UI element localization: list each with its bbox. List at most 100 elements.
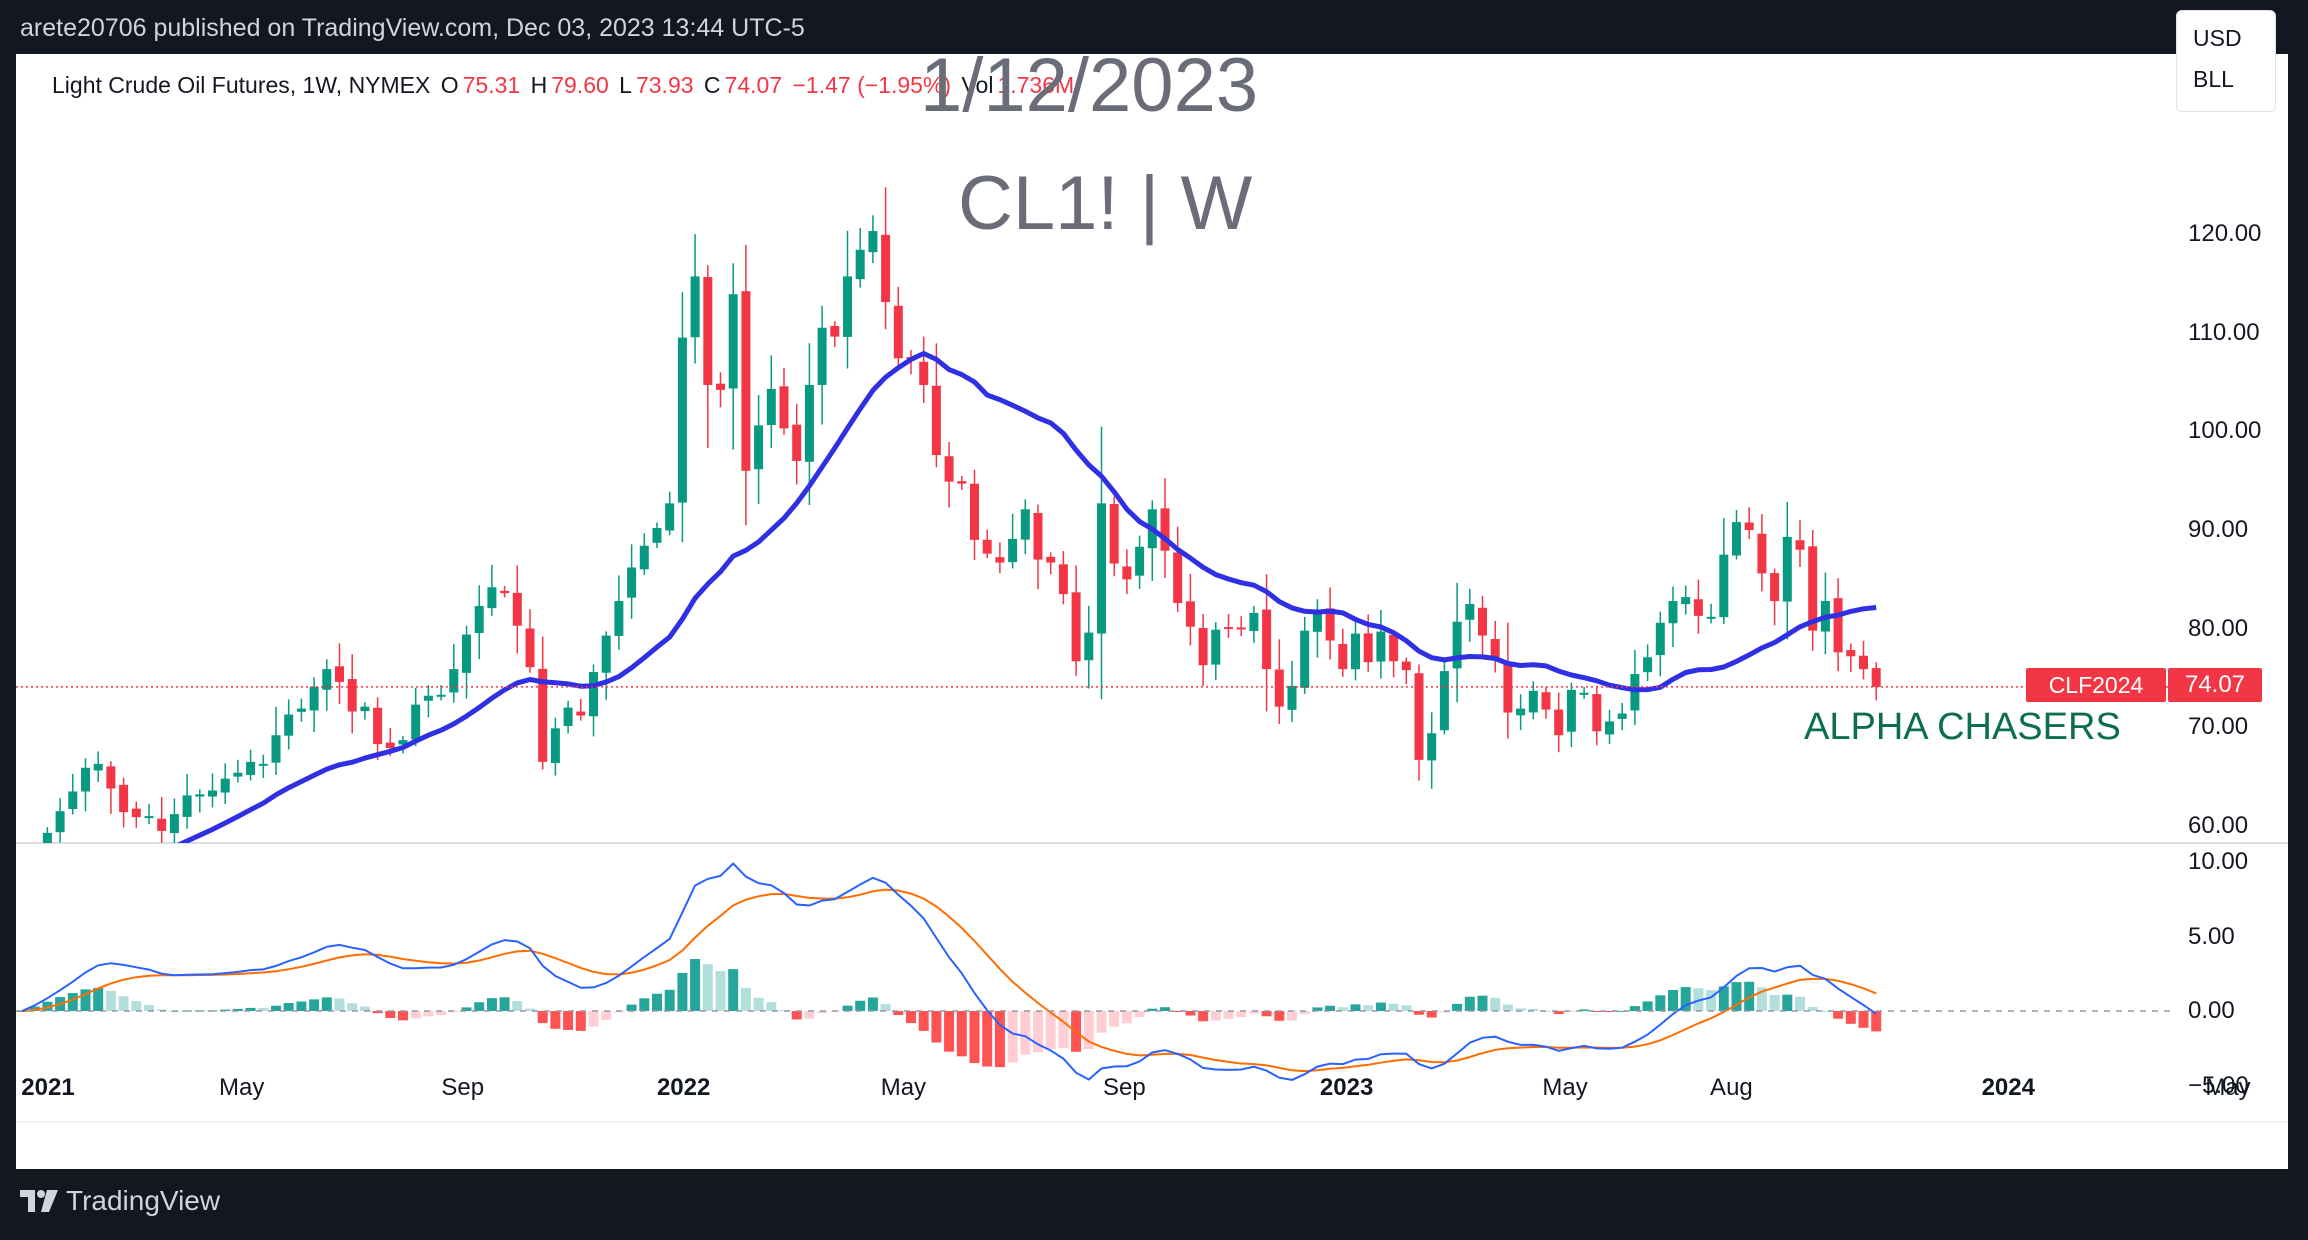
candle-up[interactable] <box>1300 630 1310 688</box>
candle-down[interactable] <box>1592 694 1602 732</box>
candle-down[interactable] <box>1236 627 1246 630</box>
candle-up[interactable] <box>1376 631 1386 662</box>
candle-up[interactable] <box>614 601 624 636</box>
candle-down[interactable] <box>1185 601 1195 627</box>
candle-down[interactable] <box>1071 592 1081 662</box>
candle-down[interactable] <box>982 539 992 554</box>
candle-down[interactable] <box>1325 608 1335 641</box>
candle-up[interactable] <box>68 791 78 809</box>
chart-panel[interactable]: Light Crude Oil Futures, 1W, NYMEX O 75.3… <box>16 54 2288 1169</box>
macd-signal-line[interactable] <box>21 888 1877 1073</box>
candle-down[interactable] <box>1338 644 1348 670</box>
candle-down[interactable] <box>335 666 344 682</box>
candle-up[interactable] <box>1312 610 1322 632</box>
candle-down[interactable] <box>881 234 891 303</box>
candle-up[interactable] <box>550 728 560 764</box>
candle-down[interactable] <box>1414 673 1424 760</box>
candle-up[interactable] <box>423 695 433 701</box>
candle-up[interactable] <box>30 857 39 906</box>
candle-up[interactable] <box>1249 612 1259 631</box>
candle-down[interactable] <box>500 590 510 594</box>
candle-up[interactable] <box>246 761 256 775</box>
moving-average-line[interactable] <box>22 351 1877 988</box>
candle-up[interactable] <box>563 707 573 727</box>
candle-down[interactable] <box>1757 533 1767 574</box>
candle-up[interactable] <box>55 811 65 833</box>
candle-up[interactable] <box>1351 633 1360 670</box>
candle-up[interactable] <box>220 778 230 793</box>
candle-up[interactable] <box>271 735 281 763</box>
candle-down[interactable] <box>1274 669 1284 707</box>
candle-up[interactable] <box>411 704 421 740</box>
candle-up[interactable] <box>258 763 268 766</box>
candle-down[interactable] <box>1401 661 1411 671</box>
candle-up[interactable] <box>436 694 446 697</box>
candle-down[interactable] <box>512 592 522 626</box>
unit-label[interactable]: BLL <box>2193 66 2234 92</box>
candle-down[interactable] <box>157 818 167 831</box>
candle-up[interactable] <box>1452 621 1462 669</box>
candle-up[interactable] <box>1020 509 1030 540</box>
candle-up[interactable] <box>728 294 738 389</box>
candle-down[interactable] <box>576 711 586 716</box>
candle-down[interactable] <box>830 325 840 337</box>
candle-up[interactable] <box>766 388 776 426</box>
candle-down[interactable] <box>1363 633 1373 663</box>
candle-up[interactable] <box>1732 522 1741 556</box>
candle-down[interactable] <box>1173 552 1183 604</box>
candle-down[interactable] <box>995 557 1005 563</box>
candle-up[interactable] <box>677 337 687 503</box>
candle-up[interactable] <box>208 790 217 797</box>
candle-down[interactable] <box>741 291 751 471</box>
candle-up[interactable] <box>1655 622 1665 656</box>
candle-up[interactable] <box>169 814 179 834</box>
candle-up[interactable] <box>754 425 764 470</box>
candle-up[interactable] <box>195 794 205 797</box>
candle-up[interactable] <box>1605 721 1614 735</box>
candle-down[interactable] <box>1808 546 1818 631</box>
candle-up[interactable] <box>1719 554 1729 618</box>
candle-down[interactable] <box>1198 628 1208 666</box>
candle-down[interactable] <box>1389 634 1399 662</box>
candle-down[interactable] <box>779 386 789 429</box>
candle-down[interactable] <box>1744 522 1754 530</box>
candle-up[interactable] <box>1782 536 1792 602</box>
candle-down[interactable] <box>1058 564 1068 595</box>
candle-up[interactable] <box>690 276 700 338</box>
candle-up[interactable] <box>1084 632 1094 661</box>
candle-down[interactable] <box>970 483 979 540</box>
candle-down[interactable] <box>1846 650 1856 657</box>
candle-down[interactable] <box>1478 607 1487 636</box>
candle-up[interactable] <box>665 503 675 531</box>
candle-up[interactable] <box>589 672 598 717</box>
candle-up[interactable] <box>1668 601 1678 624</box>
candle-down[interactable] <box>1693 599 1703 616</box>
candle-down[interactable] <box>1541 692 1551 710</box>
candle-up[interactable] <box>627 567 637 598</box>
tradingview-logo[interactable]: TradingView <box>20 1185 220 1217</box>
candle-down[interactable] <box>1871 668 1881 687</box>
candle-down[interactable] <box>106 766 116 789</box>
candle-down[interactable] <box>1770 573 1780 602</box>
candle-down[interactable] <box>131 808 141 818</box>
candle-up[interactable] <box>868 231 878 253</box>
candle-down[interactable] <box>1795 540 1805 550</box>
candle-up[interactable] <box>474 605 484 634</box>
candle-up[interactable] <box>1439 671 1449 731</box>
candle-up[interactable] <box>42 832 52 857</box>
candle-up[interactable] <box>1287 685 1297 710</box>
candle-up[interactable] <box>1566 689 1576 732</box>
candle-down[interactable] <box>893 305 903 359</box>
candle-down[interactable] <box>1033 512 1043 560</box>
candle-up[interactable] <box>843 276 852 337</box>
candle-up[interactable] <box>284 714 294 736</box>
candle-down[interactable] <box>944 456 954 482</box>
candle-up[interactable] <box>804 384 814 462</box>
candle-up[interactable] <box>81 767 90 792</box>
candle-down[interactable] <box>919 361 929 385</box>
candle-up[interactable] <box>1135 546 1145 576</box>
candle-down[interactable] <box>119 784 129 813</box>
candle-up[interactable] <box>462 634 471 673</box>
candle-down[interactable] <box>716 383 725 390</box>
candle-up[interactable] <box>1643 657 1653 673</box>
